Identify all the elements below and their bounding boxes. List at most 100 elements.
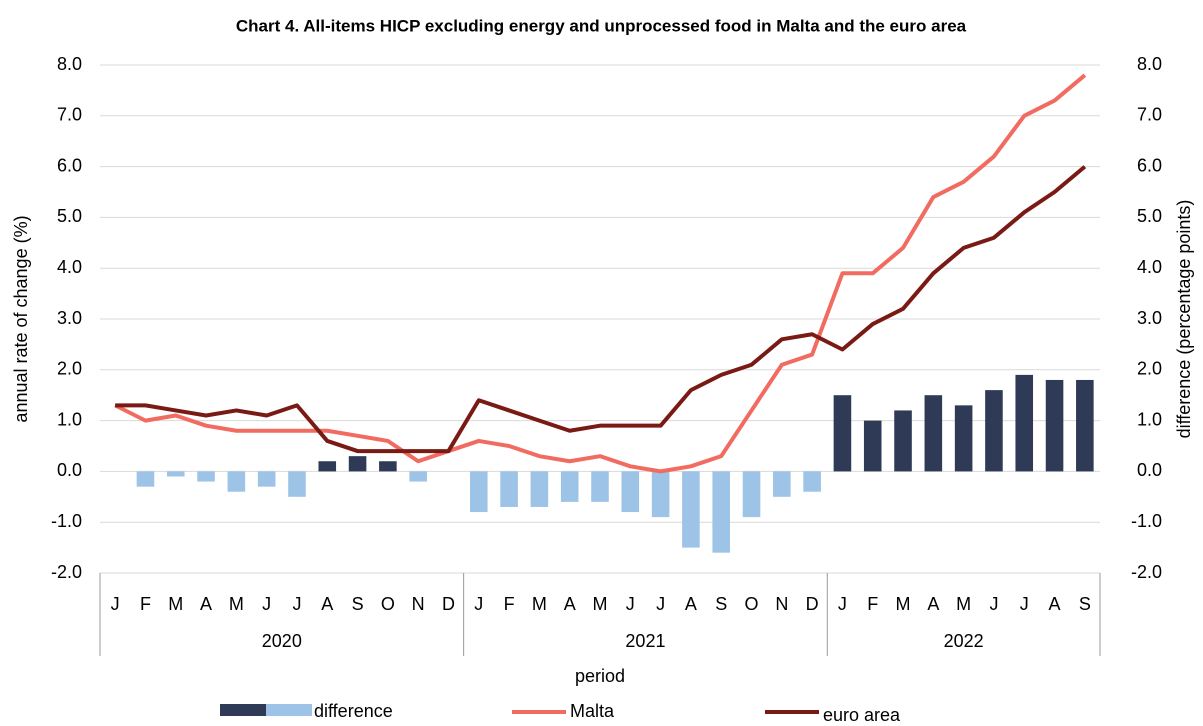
y-tick-label: 2.0: [57, 359, 82, 379]
bar: [379, 461, 397, 472]
bar: [742, 471, 761, 518]
x-tick-label: J: [989, 594, 998, 614]
y2-tick-label: 1.0: [1137, 409, 1162, 429]
y2-tick-label: -1.0: [1131, 511, 1162, 531]
bar: [985, 390, 1003, 472]
y-tick-label: 8.0: [57, 54, 82, 74]
bar: [500, 471, 518, 507]
bar: [348, 456, 367, 472]
y-tick-label: 5.0: [57, 206, 82, 226]
bar: [954, 405, 973, 472]
y2-tick-label: 6.0: [1137, 155, 1162, 175]
y-tick-label: 7.0: [57, 105, 82, 125]
x-tick-label: A: [1049, 594, 1061, 614]
x-tick-label: N: [775, 594, 788, 614]
x-tick-label: M: [168, 594, 183, 614]
bar: [833, 395, 852, 472]
bar: [682, 471, 700, 548]
x-tick-label: J: [262, 594, 271, 614]
bar: [409, 471, 427, 482]
x-tick-label: F: [867, 594, 878, 614]
legend-label: difference: [314, 701, 393, 721]
y2-tick-label: 7.0: [1137, 105, 1162, 125]
x-tick-label: O: [381, 594, 395, 614]
y2-tick-label: 8.0: [1137, 54, 1162, 74]
bar: [1045, 379, 1064, 472]
x-tick-label: A: [200, 594, 212, 614]
x-tick-label: A: [321, 594, 333, 614]
x-tick-label: J: [292, 594, 301, 614]
x-tick-label: S: [715, 594, 727, 614]
bar: [924, 395, 943, 472]
line: [114, 73, 1087, 474]
x-tick-label: N: [412, 594, 425, 614]
x-tick-label: M: [956, 594, 971, 614]
x-tick-label: J: [474, 594, 483, 614]
x-tick-label: A: [564, 594, 576, 614]
bar: [1015, 374, 1034, 472]
bar: [288, 471, 306, 497]
y-tick-label: 6.0: [57, 155, 82, 175]
x-tick-label: J: [1020, 594, 1029, 614]
y-tick-label: -1.0: [51, 511, 82, 531]
bar: [136, 471, 155, 487]
x-group-label: 2022: [944, 631, 984, 651]
y2-tick-label: 2.0: [1137, 359, 1162, 379]
bar: [712, 471, 730, 553]
x-tick-label: M: [593, 594, 608, 614]
line: [115, 165, 1087, 454]
bar: [591, 471, 609, 502]
bar: [470, 471, 488, 513]
y2-tick-label: 4.0: [1137, 257, 1162, 277]
x-tick-label: J: [111, 594, 120, 614]
x-group-label: 2020: [262, 631, 302, 651]
x-axis-title: period: [575, 666, 625, 686]
bar: [560, 471, 579, 502]
x-tick-label: S: [352, 594, 364, 614]
legend-swatch: [220, 704, 266, 716]
bar: [863, 420, 882, 472]
x-tick-label: J: [626, 594, 635, 614]
bar: [166, 471, 185, 477]
x-tick-label: F: [504, 594, 515, 614]
x-tick-label: M: [896, 594, 911, 614]
bar: [1076, 379, 1094, 472]
x-tick-label: S: [1079, 594, 1091, 614]
x-tick-label: M: [229, 594, 244, 614]
bar: [894, 410, 912, 472]
bar: [530, 471, 549, 507]
chart-title: Chart 4. All-items HICP excluding energy…: [236, 16, 967, 35]
bar: [621, 471, 640, 513]
bar: [257, 471, 276, 487]
y2-tick-label: 0.0: [1137, 460, 1162, 480]
bar: [773, 471, 791, 497]
x-tick-label: D: [442, 594, 455, 614]
bar: [318, 461, 337, 472]
x-group-label: 2021: [625, 631, 665, 651]
x-tick-label: M: [532, 594, 547, 614]
y-tick-label: -2.0: [51, 562, 82, 582]
legend-swatch: [266, 704, 312, 716]
x-tick-label: A: [927, 594, 939, 614]
y-axis-title: annual rate of change (%): [11, 215, 31, 422]
bar: [803, 471, 821, 492]
y2-axis-title: difference (percentage points): [1174, 200, 1194, 439]
x-tick-label: A: [685, 594, 697, 614]
y2-tick-label: 3.0: [1137, 308, 1162, 328]
legend-label: euro area: [823, 705, 901, 725]
x-tick-label: J: [838, 594, 847, 614]
bar: [197, 471, 215, 482]
bar: [227, 471, 246, 492]
x-tick-label: O: [745, 594, 759, 614]
y2-tick-label: 5.0: [1137, 206, 1162, 226]
bar: [651, 471, 670, 518]
x-tick-label: D: [806, 594, 819, 614]
y-tick-label: 4.0: [57, 257, 82, 277]
legend-label: Malta: [570, 701, 615, 721]
y-tick-label: 1.0: [57, 409, 82, 429]
x-tick-label: F: [140, 594, 151, 614]
y2-tick-label: -2.0: [1131, 562, 1162, 582]
y-tick-label: 3.0: [57, 308, 82, 328]
x-tick-label: J: [656, 594, 665, 614]
